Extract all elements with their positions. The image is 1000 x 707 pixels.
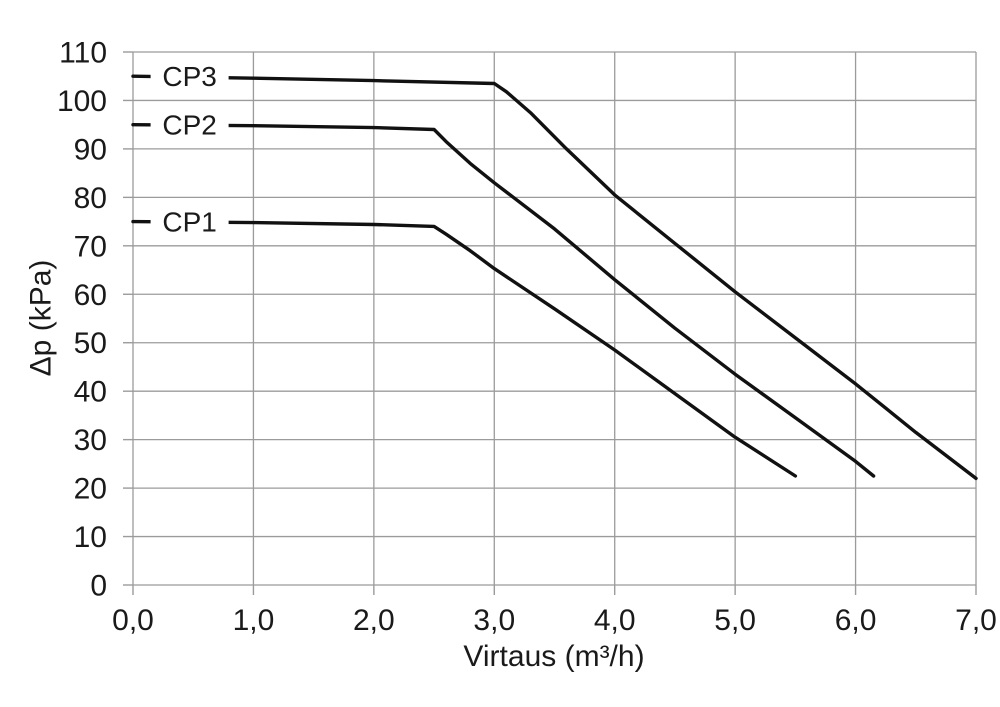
series-label-box-cp1 <box>150 205 229 238</box>
series-label-box-cp2 <box>150 108 229 141</box>
y-tick-label: 50 <box>74 327 107 360</box>
series-labels: CP3 CP2 CP1 <box>150 60 229 238</box>
y-tick-label: 40 <box>74 376 107 409</box>
series-label-cp2: CP2 <box>162 109 216 140</box>
y-tick-label: 110 <box>59 37 107 70</box>
series-label-cp3: CP3 <box>162 61 216 92</box>
y-tick-label: 0 <box>90 570 107 603</box>
y-tick-label: 90 <box>74 133 107 166</box>
axis-ticks <box>123 51 977 595</box>
y-tick-label: 100 <box>57 85 107 118</box>
y-tick-label: 30 <box>74 424 107 457</box>
series-label-cp1: CP1 <box>162 206 216 237</box>
x-tick-label: 3,0 <box>473 604 515 637</box>
y-tick-label: 70 <box>74 230 107 263</box>
x-axis-title: Virtaus (m³/h) <box>463 640 644 673</box>
series-lines <box>131 74 978 481</box>
x-tick-label: 7,0 <box>955 604 997 637</box>
tick-labels: 0 10 20 30 40 50 60 70 80 90 100 110 0,0 1,0 2,0 3,0 4,0… <box>57 37 997 638</box>
x-tick-label: 6,0 <box>835 604 877 637</box>
series-label-box-cp3 <box>150 60 229 93</box>
y-tick-label: 20 <box>74 473 107 506</box>
x-tick-label: 5,0 <box>714 604 756 637</box>
x-tick-label: 1,0 <box>233 604 275 637</box>
gridlines <box>132 51 977 586</box>
series-line-cp3 <box>131 74 978 481</box>
x-tick-label: 2,0 <box>353 604 395 637</box>
series-line-cp1 <box>131 219 798 478</box>
y-tick-label: 60 <box>74 279 107 312</box>
y-tick-label: 10 <box>74 521 107 554</box>
x-tick-label: 0,0 <box>112 604 154 637</box>
series-line-cp2 <box>131 122 876 478</box>
y-axis-title: Δp (kPa) <box>25 260 58 377</box>
y-tick-label: 80 <box>74 182 107 215</box>
x-tick-label: 4,0 <box>594 604 636 637</box>
